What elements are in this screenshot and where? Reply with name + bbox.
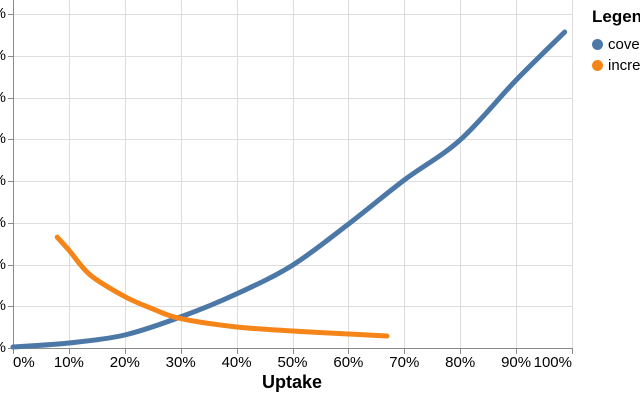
y-tick-label-fragment: % <box>0 257 6 272</box>
x-tick-label: 80% <box>445 354 476 371</box>
x-tick-label: 70% <box>389 354 420 371</box>
y-gridline <box>13 139 572 141</box>
y-tick-mark <box>8 181 13 182</box>
x-gridline <box>404 0 406 348</box>
y-tick-mark <box>8 306 13 308</box>
x-tick-mark <box>348 349 350 354</box>
x-gridline <box>460 0 462 348</box>
x-tick-mark <box>404 349 406 354</box>
y-tick-label-fragment: % <box>0 298 6 313</box>
y-gridline <box>13 222 572 224</box>
x-axis-title: Uptake <box>261 372 323 392</box>
y-tick-mark <box>8 97 13 99</box>
x-tick-mark <box>236 349 238 354</box>
y-tick-label-fragment: % <box>0 6 6 21</box>
y-tick-label-fragment: % <box>0 215 6 230</box>
y-gridline <box>13 55 572 57</box>
x-tick-mark <box>292 349 294 354</box>
y-tick-label-fragment: % <box>0 90 6 105</box>
y-tick-mark <box>8 55 13 57</box>
y-axis-domain-line <box>13 0 14 349</box>
x-tick-label: 20% <box>109 354 140 371</box>
x-gridline <box>292 0 294 348</box>
y-tick-label-fragment: % <box>0 173 6 188</box>
legend-label-orange: incre <box>608 57 640 74</box>
x-tick-mark <box>68 349 70 354</box>
y-tick-mark <box>8 222 13 224</box>
legend-entry-orange: incre <box>592 55 640 76</box>
x-tick-mark <box>13 349 14 354</box>
x-tick-label: 90% <box>501 354 532 371</box>
x-tick-label: 10% <box>53 354 84 371</box>
x-tick-label: 50% <box>277 354 308 371</box>
orange-series-dot-icon <box>592 60 603 71</box>
x-tick-mark <box>460 349 462 354</box>
series-line-incre <box>54 234 390 339</box>
y-tick-label-fragment: % <box>0 340 6 355</box>
y-tick-mark <box>8 264 13 266</box>
x-tick-mark <box>572 349 573 354</box>
x-tick-label: 40% <box>221 354 252 371</box>
y-tick-label-fragment: % <box>0 48 6 63</box>
x-gridline <box>572 0 573 348</box>
y-gridline <box>13 14 572 15</box>
x-tick-label: 0% <box>13 354 35 371</box>
blue-series-dot-icon <box>592 39 603 50</box>
y-tick-label-fragment: % <box>0 131 6 146</box>
y-gridline <box>13 97 572 99</box>
x-gridline <box>348 0 350 348</box>
y-tick-mark <box>8 348 13 349</box>
legend-entry-blue: cove <box>592 34 640 55</box>
series-line-cove <box>10 29 568 350</box>
x-tick-mark <box>516 349 518 354</box>
x-gridline <box>236 0 238 348</box>
legend-title: Legen <box>592 7 640 26</box>
legend: Legen cove incre <box>592 7 640 76</box>
y-tick-mark <box>8 14 13 15</box>
y-tick-mark <box>8 139 13 141</box>
x-tick-label: 100% <box>533 354 572 371</box>
x-gridline <box>124 0 126 348</box>
y-gridline <box>13 264 572 266</box>
y-gridline <box>13 306 572 308</box>
x-tick-mark <box>180 349 182 354</box>
x-gridline <box>68 0 70 348</box>
x-gridline <box>516 0 518 348</box>
x-tick-label: 30% <box>165 354 196 371</box>
y-gridline <box>13 181 572 182</box>
x-tick-mark <box>124 349 126 354</box>
x-gridline <box>180 0 182 348</box>
legend-label-blue: cove <box>608 36 640 53</box>
x-tick-label: 60% <box>333 354 364 371</box>
